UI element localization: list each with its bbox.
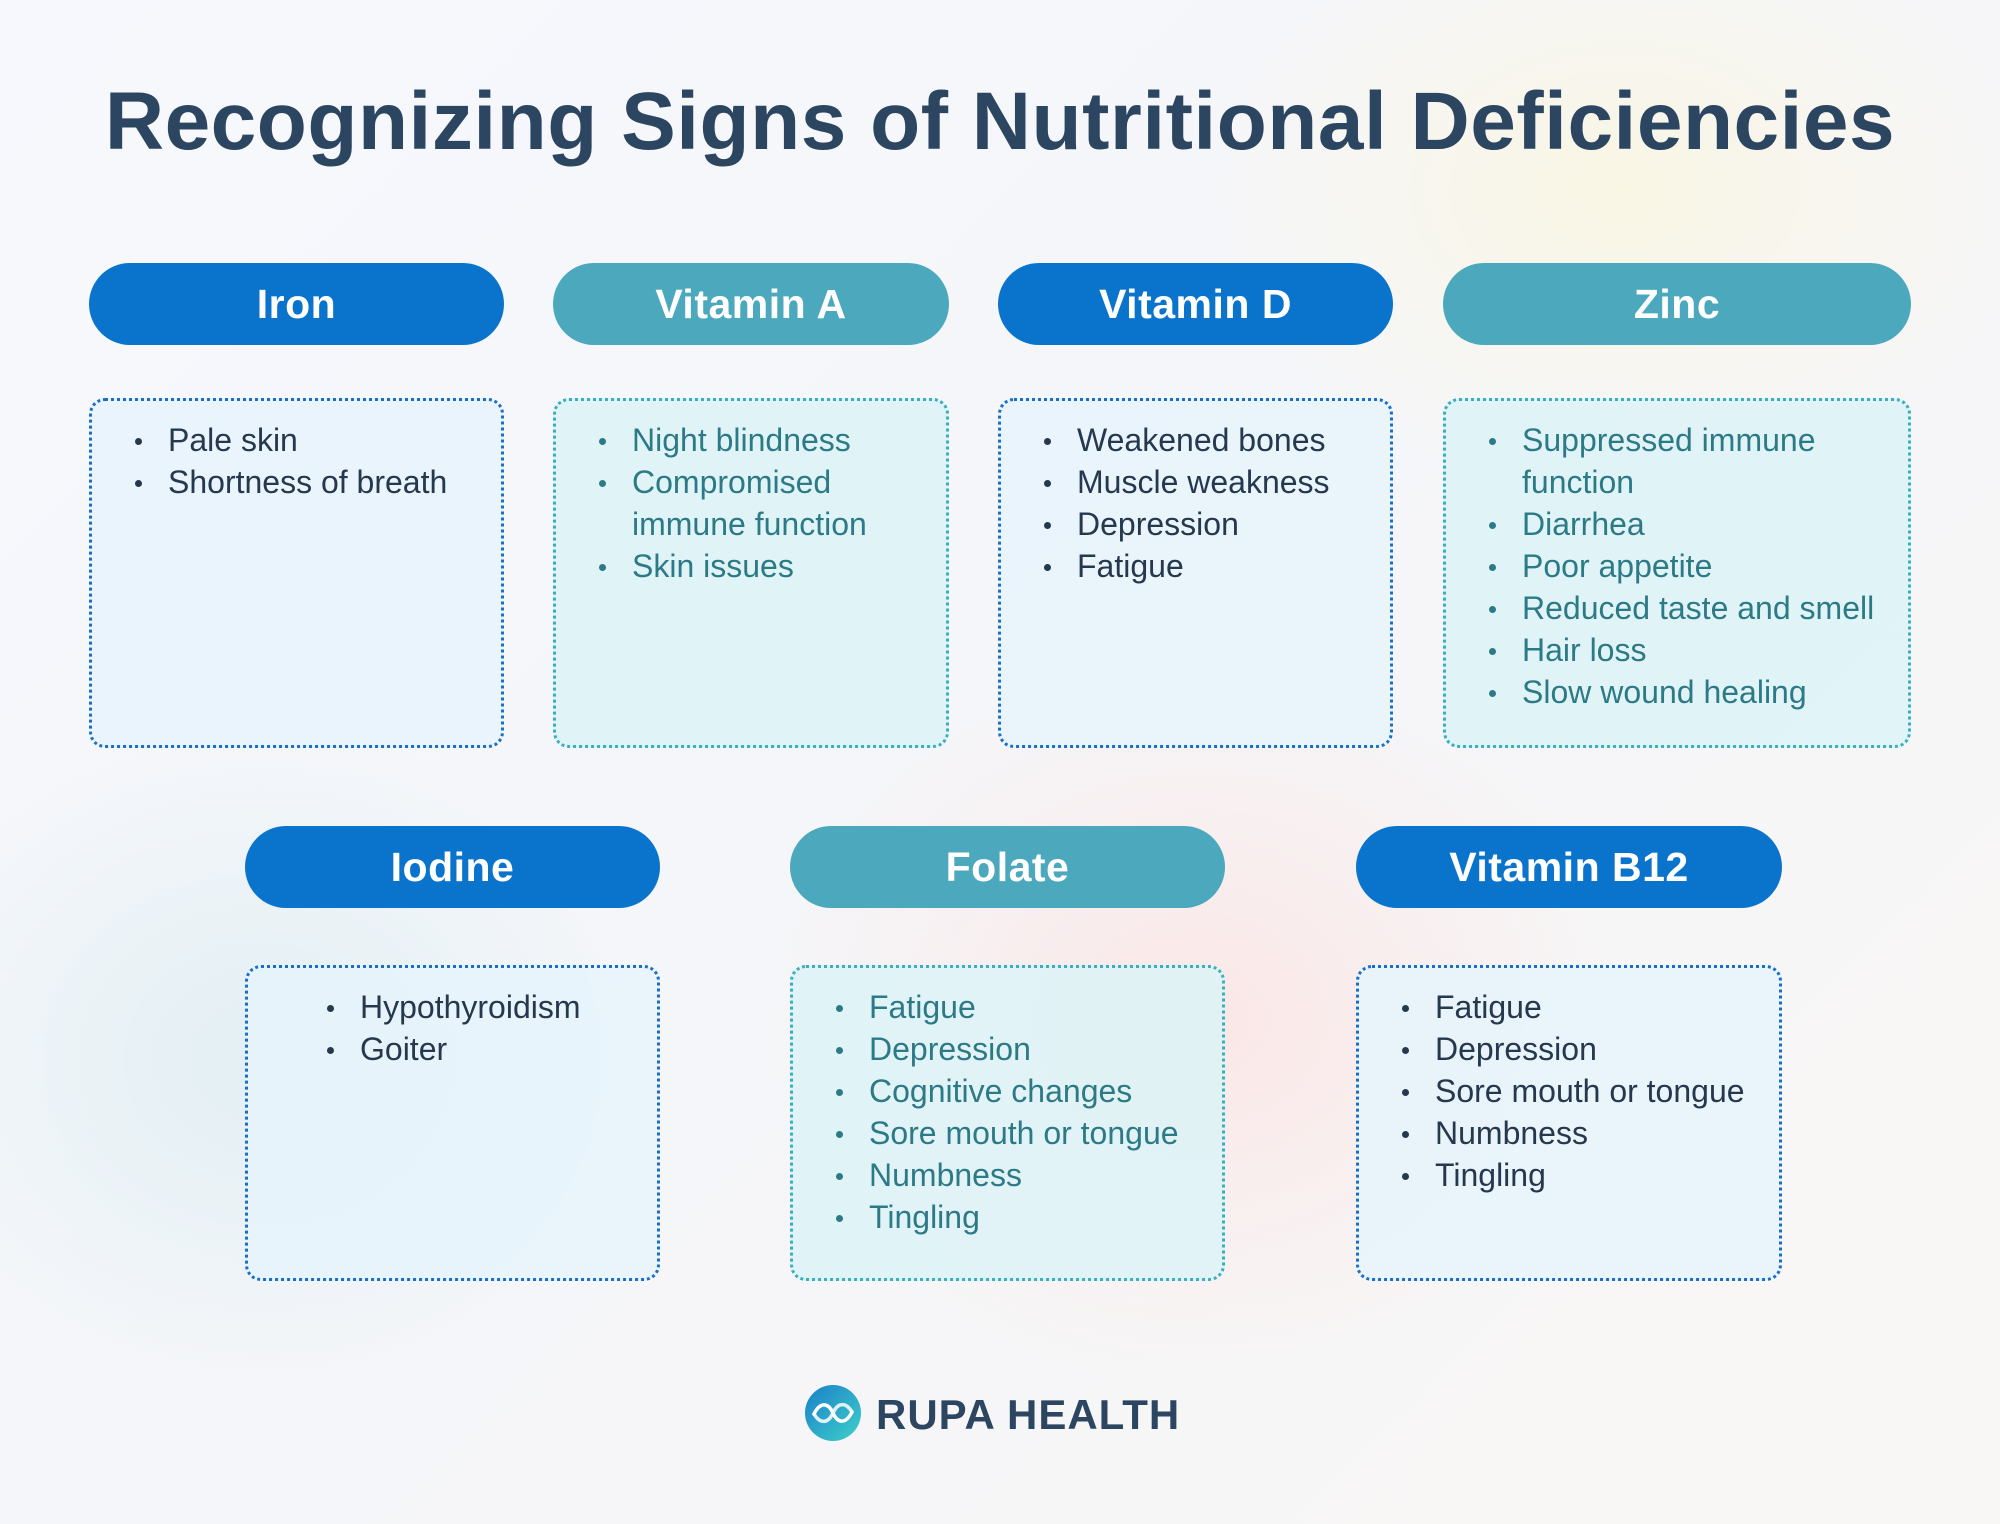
signs-list: Pale skin Shortness of breath [112,419,481,503]
card-vitamin-d-signs: Weakened bones Muscle weakness Depressio… [998,398,1393,748]
signs-list: Fatigue Depression Sore mouth or tongue … [1379,986,1759,1196]
list-item: Reduced taste and smell [1489,587,1888,629]
signs-list: Suppressed immune function Diarrhea Poor… [1466,419,1888,713]
card-folate-header: Folate [790,826,1225,908]
card-vitamin-d-header: Vitamin D [998,263,1393,345]
list-item: Pale skin [135,419,481,461]
card-vitamin-d-title: Vitamin D [1099,280,1292,327]
list-item: Numbness [836,1154,1202,1196]
card-vitamin-b12-signs: Fatigue Depression Sore mouth or tongue … [1356,965,1782,1281]
list-item: Fatigue [836,986,1202,1028]
list-item: Tingling [836,1196,1202,1238]
card-zinc-signs: Suppressed immune function Diarrhea Poor… [1443,398,1911,748]
card-iron-signs: Pale skin Shortness of breath [89,398,504,748]
list-item: Weakened bones [1044,419,1370,461]
card-zinc-title: Zinc [1633,280,1721,327]
list-item: Diarrhea [1489,503,1888,545]
card-vitamin-a-header: Vitamin A [553,263,949,345]
list-item: Slow wound healing [1489,671,1888,713]
card-vitamin-b12-title: Vitamin B12 [1449,843,1689,890]
list-item: Shortness of breath [135,461,481,503]
list-item: Fatigue [1044,545,1370,587]
card-iodine-signs: Hypothyroidism Goiter [245,965,660,1281]
list-item: Depression [1402,1028,1759,1070]
card-iodine-title: Iodine [390,843,515,890]
card-folate-title: Folate [945,843,1070,890]
list-item: Hair loss [1489,629,1888,671]
card-iodine-header: Iodine [245,826,660,908]
signs-list: Hypothyroidism Goiter [304,986,637,1070]
rupa-health-logo: RUPA HEALTH [804,1384,1181,1447]
card-vitamin-a-title: Vitamin A [655,280,847,327]
list-item: Cognitive changes [836,1070,1202,1112]
list-item: Fatigue [1402,986,1759,1028]
list-item: Tingling [1402,1154,1759,1196]
card-folate-signs: Fatigue Depression Cognitive changes Sor… [790,965,1225,1281]
list-item: Compromised immune function [599,461,926,545]
list-item: Muscle weakness [1044,461,1370,503]
list-item: Night blindness [599,419,926,461]
list-item: Numbness [1402,1112,1759,1154]
list-item: Poor appetite [1489,545,1888,587]
list-item: Skin issues [599,545,926,587]
card-iron-header: Iron [89,263,504,345]
list-item: Hypothyroidism [327,986,637,1028]
list-item: Suppressed immune function [1489,419,1888,503]
signs-list: Weakened bones Muscle weakness Depressio… [1021,419,1370,587]
list-item: Sore mouth or tongue [1402,1070,1759,1112]
list-item: Sore mouth or tongue [836,1112,1202,1154]
signs-list: Night blindness Compromised immune funct… [576,419,926,587]
card-iron-title: Iron [256,280,337,327]
signs-list: Fatigue Depression Cognitive changes Sor… [813,986,1202,1238]
infinity-circle-icon [804,1384,862,1447]
page-title: Recognizing Signs of Nutritional Deficie… [104,76,1896,167]
list-item: Depression [1044,503,1370,545]
list-item: Goiter [327,1028,637,1070]
card-vitamin-b12-header: Vitamin B12 [1356,826,1782,908]
card-vitamin-a-signs: Night blindness Compromised immune funct… [553,398,949,748]
card-zinc-header: Zinc [1443,263,1911,345]
list-item: Depression [836,1028,1202,1070]
logo-text: RUPA HEALTH [876,1391,1181,1438]
